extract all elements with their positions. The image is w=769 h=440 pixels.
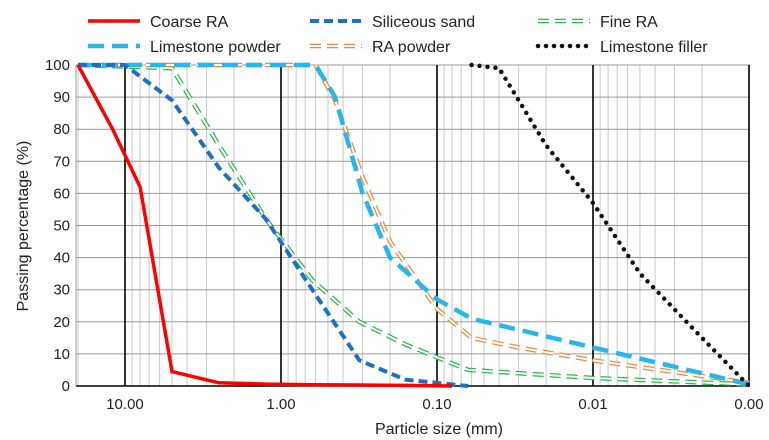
legend-item: Limestone powder <box>88 39 281 56</box>
x-tick-label: 0.00 <box>734 396 763 413</box>
y-tick-labels: 0 10 20 30 40 50 60 70 80 90 100 <box>45 57 70 395</box>
y-tick-label: 30 <box>53 282 70 299</box>
x-tick-label: 0.10 <box>422 396 451 413</box>
series-fine-ra <box>77 62 750 387</box>
legend-label: Fine RA <box>600 14 658 31</box>
x-axis-label: Particle size (mm) <box>375 421 503 438</box>
legend-item: RA powder <box>310 39 451 56</box>
series-layer <box>76 62 752 389</box>
legend-label: Limestone powder <box>150 39 281 56</box>
y-tick-label: 60 <box>53 185 70 202</box>
series-line <box>78 64 750 384</box>
y-tick-label: 10 <box>53 346 70 363</box>
y-tick-label: 90 <box>53 89 70 106</box>
legend: Coarse RA Siliceous sand Fine RA Limestone … <box>88 14 708 56</box>
series-line <box>78 63 469 388</box>
x-tick-label: 0.01 <box>578 396 607 413</box>
series-line <box>469 62 752 389</box>
series-limestone-powder <box>78 62 750 387</box>
series-line <box>77 64 750 386</box>
major-gridlines <box>76 64 750 386</box>
y-tick-label: 70 <box>53 153 70 170</box>
series-line <box>76 64 453 388</box>
y-tick-label: 0 <box>62 378 70 395</box>
legend-label: Limestone filler <box>600 39 708 56</box>
y-axis-label: Passing percentage (%) <box>15 141 32 312</box>
legend-item: Coarse RA <box>88 14 229 31</box>
y-tick-label: 40 <box>53 250 70 267</box>
x-tick-labels: 10.00 1.00 0.10 0.01 0.00 <box>106 396 763 413</box>
series-ra-powder <box>78 62 750 386</box>
x-tick-label: 10.00 <box>106 396 144 413</box>
legend-label: Coarse RA <box>150 14 229 31</box>
legend-label: RA powder <box>372 39 451 56</box>
y-tick-label: 50 <box>53 218 70 235</box>
series-limestone-filler <box>469 62 752 389</box>
series-siliceous-sand <box>78 63 469 388</box>
legend-item: Limestone filler <box>535 39 708 56</box>
y-tick-label: 20 <box>53 314 70 331</box>
y-tick-label: 80 <box>53 121 70 138</box>
legend-label: Siliceous sand <box>372 14 475 31</box>
legend-item: Siliceous sand <box>310 14 475 31</box>
series-coarse-ra <box>76 64 453 388</box>
legend-item: Fine RA <box>538 14 658 31</box>
x-tick-label: 1.00 <box>266 396 295 413</box>
series-line <box>78 62 750 387</box>
y-tick-label: 100 <box>45 57 70 74</box>
